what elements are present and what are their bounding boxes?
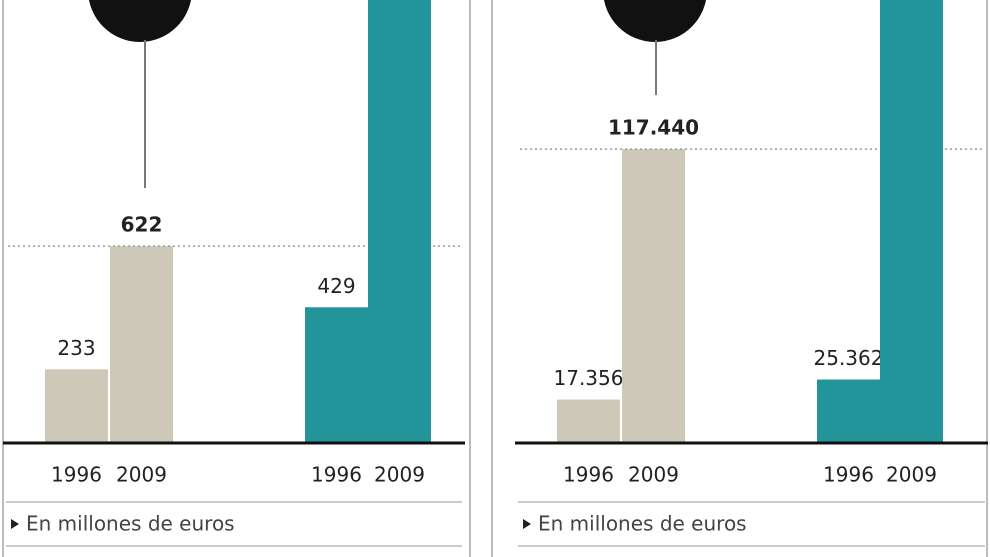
bar <box>557 399 620 443</box>
x-tick-label: 2009 <box>116 463 167 487</box>
bar <box>368 0 431 443</box>
bar <box>880 0 943 443</box>
value-label: 233 <box>57 336 95 360</box>
x-tick-label: 2009 <box>628 463 679 487</box>
x-tick-label: 1996 <box>51 463 102 487</box>
value-label: 429 <box>317 274 355 298</box>
bar <box>45 369 108 443</box>
bullet <box>523 519 531 529</box>
note: En millones de euros <box>538 512 747 536</box>
x-tick-label: 2009 <box>374 463 425 487</box>
value-label: 17.356 <box>554 366 624 390</box>
bar <box>110 246 173 443</box>
bar <box>305 307 368 443</box>
x-tick-label: 1996 <box>563 463 614 487</box>
x-tick-label: 1996 <box>311 463 362 487</box>
x-tick-label: 2009 <box>886 463 937 487</box>
x-tick-label: 1996 <box>823 463 874 487</box>
value-label: 622 <box>121 213 163 237</box>
bar <box>817 379 880 443</box>
badge <box>603 0 707 42</box>
note: En millones de euros <box>26 512 235 536</box>
value-label: 25.362 <box>814 346 884 370</box>
bullet <box>11 519 19 529</box>
badge <box>88 0 192 42</box>
value-label: 117.440 <box>608 116 699 140</box>
bar <box>622 149 685 444</box>
